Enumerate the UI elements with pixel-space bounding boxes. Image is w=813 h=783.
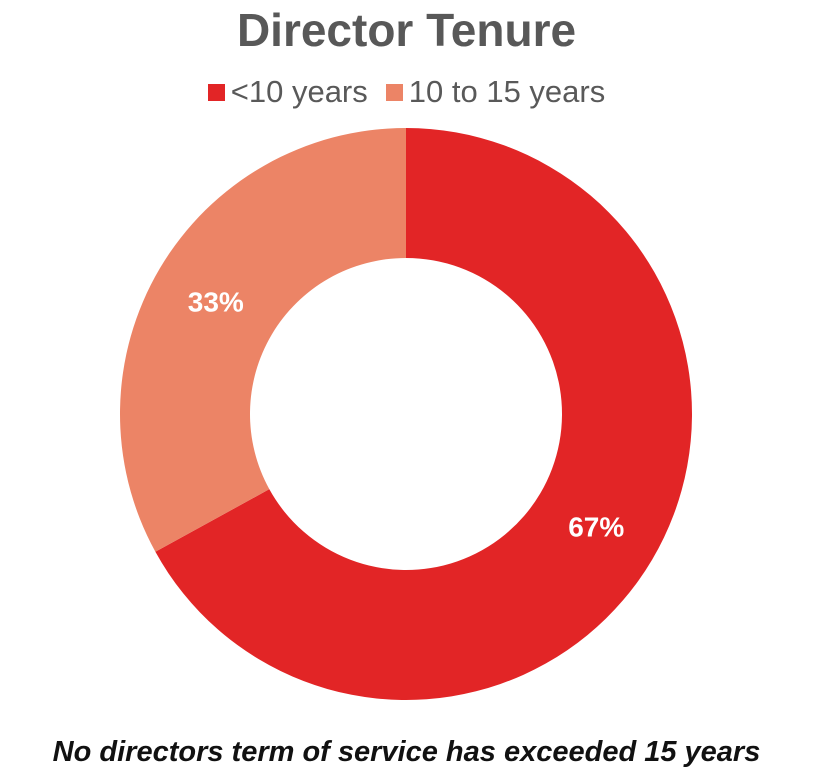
donut-slice-0	[155, 128, 692, 700]
chart-title: Director Tenure	[236, 4, 577, 56]
donut-slice-1	[119, 128, 406, 552]
data-label-1: 33%	[188, 287, 244, 318]
legend-label: <10 years	[230, 74, 368, 109]
legend: <10 years 10 to 15 years	[0, 70, 813, 114]
legend-item-under-10: <10 years	[207, 70, 368, 114]
legend-swatch	[385, 83, 403, 101]
data-label-0: 67%	[568, 511, 624, 542]
legend-label: 10 to 15 years	[408, 74, 606, 109]
legend-item-10-to-15: 10 to 15 years	[385, 70, 606, 114]
legend-swatch	[207, 83, 225, 101]
chart-caption: No directors term of service has exceede…	[52, 736, 761, 768]
